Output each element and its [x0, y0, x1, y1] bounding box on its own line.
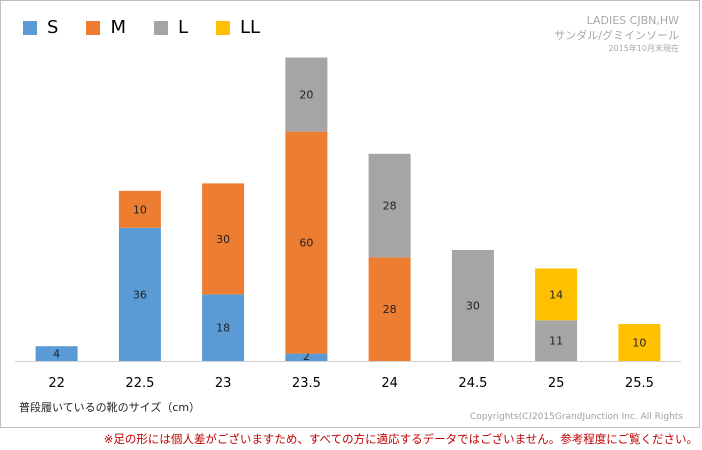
- x-tick-label-22.5: 22.5: [125, 376, 154, 391]
- chart-frame: S M L LL LADIES CJBN,HW サンダル/グミインソール 201…: [0, 0, 700, 428]
- bar-s-22: [35, 346, 78, 361]
- bar-m-23: [202, 183, 245, 295]
- legend-item-l: L: [153, 17, 188, 38]
- x-tick-label-24.5: 24.5: [458, 376, 487, 391]
- legend-swatch-s: [23, 20, 37, 35]
- bar-s-22.5: [118, 227, 161, 361]
- legend-item-m: M: [86, 17, 126, 38]
- legend-item-s: S: [23, 17, 58, 38]
- data-label-m-23.5: 60: [299, 237, 313, 250]
- x-axis-title: 普段履いているの靴のサイズ（cm）: [19, 401, 201, 414]
- bar-s-23.5: [285, 353, 328, 361]
- data-label-l-25: 11: [549, 335, 563, 348]
- legend-label-m: M: [110, 17, 126, 38]
- x-tick-label-24: 24: [381, 376, 398, 391]
- data-label-m-22.5: 10: [133, 203, 147, 216]
- copyright-text: Copyrights(C)2015GrandJunction Inc. All …: [469, 412, 683, 422]
- bar-chart: 4 22 36 10 22.5 18 30 23 2 60 20 23.5 28 28 24 30 24.5 11…: [15, 57, 681, 391]
- data-label-s-22: 4: [53, 348, 60, 361]
- legend-label-s: S: [47, 17, 59, 38]
- data-label-s-23: 18: [216, 322, 230, 335]
- legend-swatch-l: [153, 20, 168, 35]
- bar-m-22.5: [118, 190, 161, 228]
- data-label-s-22.5: 36: [133, 288, 147, 301]
- data-label-m-24: 28: [383, 303, 397, 316]
- info-line-date: 2015年10月末現在: [608, 44, 679, 53]
- info-line-brand: LADIES CJBN,HW: [586, 14, 679, 27]
- data-label-ll-25.5: 10: [632, 337, 646, 350]
- bar-m-23.5: [285, 131, 328, 354]
- bar-l-24.5: [451, 250, 494, 361]
- data-label-l-24: 28: [383, 200, 397, 213]
- legend: S M L LL: [23, 17, 288, 38]
- data-label-s-23.5: 2: [303, 350, 310, 363]
- bar-ll-25.5: [618, 324, 661, 361]
- bar-l-25: [535, 320, 578, 361]
- x-tick-label-22: 22: [48, 376, 65, 391]
- data-label-m-23: 30: [216, 233, 230, 246]
- info-line-product: サンダル/グミインソール: [554, 29, 679, 42]
- legend-label-ll: LL: [240, 17, 261, 38]
- x-tick-label-23: 23: [215, 376, 232, 391]
- bar-ll-25: [535, 268, 578, 321]
- bar-s-23: [202, 294, 245, 361]
- data-label-l-23.5: 20: [299, 89, 313, 102]
- data-label-l-24.5: 30: [466, 300, 480, 313]
- bar-l-24: [368, 153, 411, 258]
- x-tick-label-25: 25: [548, 376, 565, 391]
- bar-m-24: [368, 257, 411, 361]
- data-label-ll-25: 14: [549, 288, 563, 301]
- bar-l-23.5: [285, 57, 328, 132]
- legend-swatch-ll: [216, 20, 230, 35]
- legend-item-ll: LL: [216, 17, 260, 38]
- legend-label-l: L: [177, 17, 188, 38]
- x-tick-label-23.5: 23.5: [292, 376, 321, 391]
- info-block: LADIES CJBN,HW サンダル/グミインソール 2015年10月末現在: [554, 13, 679, 55]
- disclaimer-text: ※足の形には個人差がございますため、すべての方に適応するデータではございません。…: [103, 432, 698, 446]
- x-tick-label-25.5: 25.5: [625, 376, 654, 391]
- legend-swatch-m: [86, 20, 101, 35]
